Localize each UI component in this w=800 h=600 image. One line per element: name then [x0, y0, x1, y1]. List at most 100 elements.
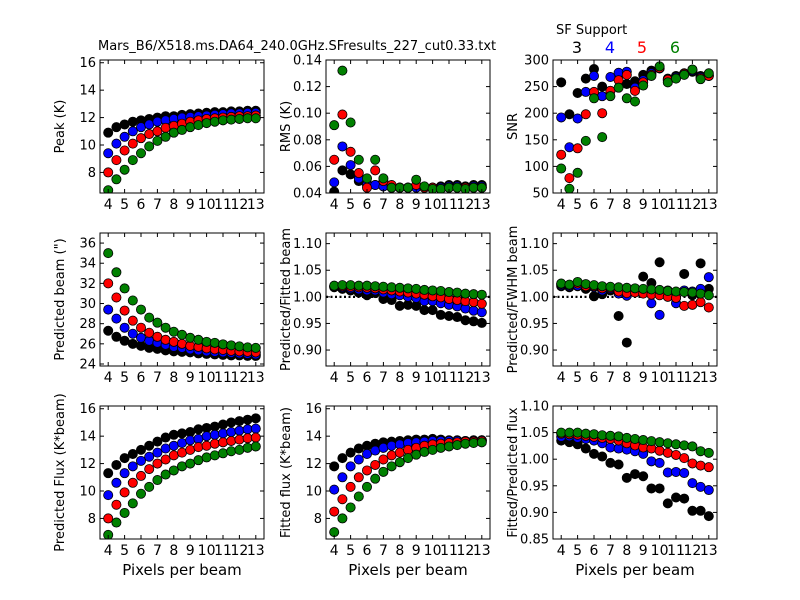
data-point — [361, 465, 372, 476]
data-point — [103, 248, 114, 259]
data-point — [621, 432, 632, 443]
data-point — [580, 73, 591, 84]
data-point — [613, 431, 624, 442]
x-tick-label: 10 — [651, 543, 669, 559]
x-tick-label: 12 — [456, 370, 474, 386]
data-point — [402, 444, 413, 455]
x-tick-label: 5 — [120, 197, 129, 213]
y-tick-label: 0.12 — [293, 80, 322, 95]
data-point — [160, 469, 171, 480]
x-tick-label: 11 — [440, 543, 458, 559]
x-tick-label: 11 — [440, 370, 458, 386]
x-tick-label: 12 — [230, 197, 248, 213]
x-tick-label: 5 — [346, 370, 355, 386]
data-point — [597, 81, 608, 92]
data-point — [679, 300, 690, 311]
data-point — [703, 511, 714, 522]
data-point — [337, 109, 348, 120]
data-point — [662, 467, 673, 478]
data-point — [580, 109, 591, 120]
data-point — [662, 498, 673, 509]
data-point — [135, 304, 146, 315]
data-point — [621, 472, 632, 483]
data-point — [217, 437, 228, 448]
data-point — [646, 436, 657, 447]
data-point — [687, 299, 698, 310]
y-tick-label: 24 — [79, 357, 96, 372]
y-axis-label: Fitted flux (K*beam) — [279, 407, 294, 538]
y-axis-label: Predicted Flux (K*beam) — [53, 393, 68, 551]
data-point — [394, 447, 405, 458]
data-point — [119, 119, 130, 130]
plot-frame — [99, 232, 265, 367]
data-point — [654, 309, 665, 320]
data-point — [119, 145, 130, 156]
data-point — [597, 132, 608, 143]
data-point — [695, 288, 706, 299]
x-tick-label: 7 — [153, 370, 162, 386]
y-tick-label: 34 — [79, 257, 96, 272]
x-tick-label: 6 — [363, 370, 372, 386]
data-point — [662, 77, 673, 88]
data-point — [460, 438, 471, 449]
data-point — [329, 154, 340, 165]
data-point — [613, 310, 624, 321]
data-point — [703, 272, 714, 283]
data-point — [370, 165, 381, 176]
data-point — [564, 142, 575, 153]
x-axis-label: Pixels per beam — [575, 561, 695, 579]
data-point — [185, 435, 196, 446]
y-tick-label: 14 — [305, 430, 322, 445]
data-point — [226, 114, 237, 125]
data-point — [103, 325, 114, 336]
figure-title: Mars_B6/X518.ms.DA64_240.0GHz.SFresults_… — [98, 39, 496, 54]
x-tick-label: 8 — [622, 370, 631, 386]
data-point — [160, 322, 171, 333]
data-point — [127, 116, 138, 127]
data-point — [476, 317, 487, 328]
data-point — [572, 427, 583, 438]
data-point — [185, 427, 196, 438]
y-tick-label: 10 — [79, 139, 96, 154]
legend-entry: 6 — [670, 38, 680, 57]
data-point — [119, 487, 130, 498]
plot-area — [103, 248, 261, 361]
data-point — [127, 328, 138, 339]
data-point — [103, 513, 114, 524]
x-tick-label: 8 — [622, 543, 631, 559]
data-point — [201, 452, 212, 463]
data-point — [443, 287, 454, 298]
x-tick-label: 6 — [137, 543, 146, 559]
x-tick-label: 13 — [700, 543, 718, 559]
legend-entry: 4 — [605, 38, 615, 57]
x-tick-label: 4 — [330, 370, 339, 386]
data-point — [476, 307, 487, 318]
x-tick-label: 13 — [473, 197, 491, 213]
data-point — [564, 279, 575, 290]
data-point — [345, 280, 356, 291]
data-point — [460, 315, 471, 326]
series-0 — [103, 413, 261, 479]
data-point — [378, 442, 389, 453]
x-tick-label: 5 — [346, 543, 355, 559]
data-point — [564, 183, 575, 193]
data-point — [242, 342, 253, 353]
data-point — [671, 73, 682, 84]
data-point — [353, 168, 364, 179]
data-point — [427, 305, 438, 316]
data-point — [703, 68, 714, 79]
data-point — [111, 122, 122, 133]
data-point — [119, 305, 130, 316]
data-point — [119, 468, 130, 479]
data-point — [234, 341, 245, 352]
data-point — [329, 461, 340, 472]
x-tick-label: 6 — [363, 197, 372, 213]
data-point — [168, 465, 179, 476]
data-point — [337, 453, 348, 464]
plot-area — [556, 427, 714, 522]
series-2 — [103, 432, 261, 524]
y-tick-label: 1.00 — [520, 453, 549, 468]
